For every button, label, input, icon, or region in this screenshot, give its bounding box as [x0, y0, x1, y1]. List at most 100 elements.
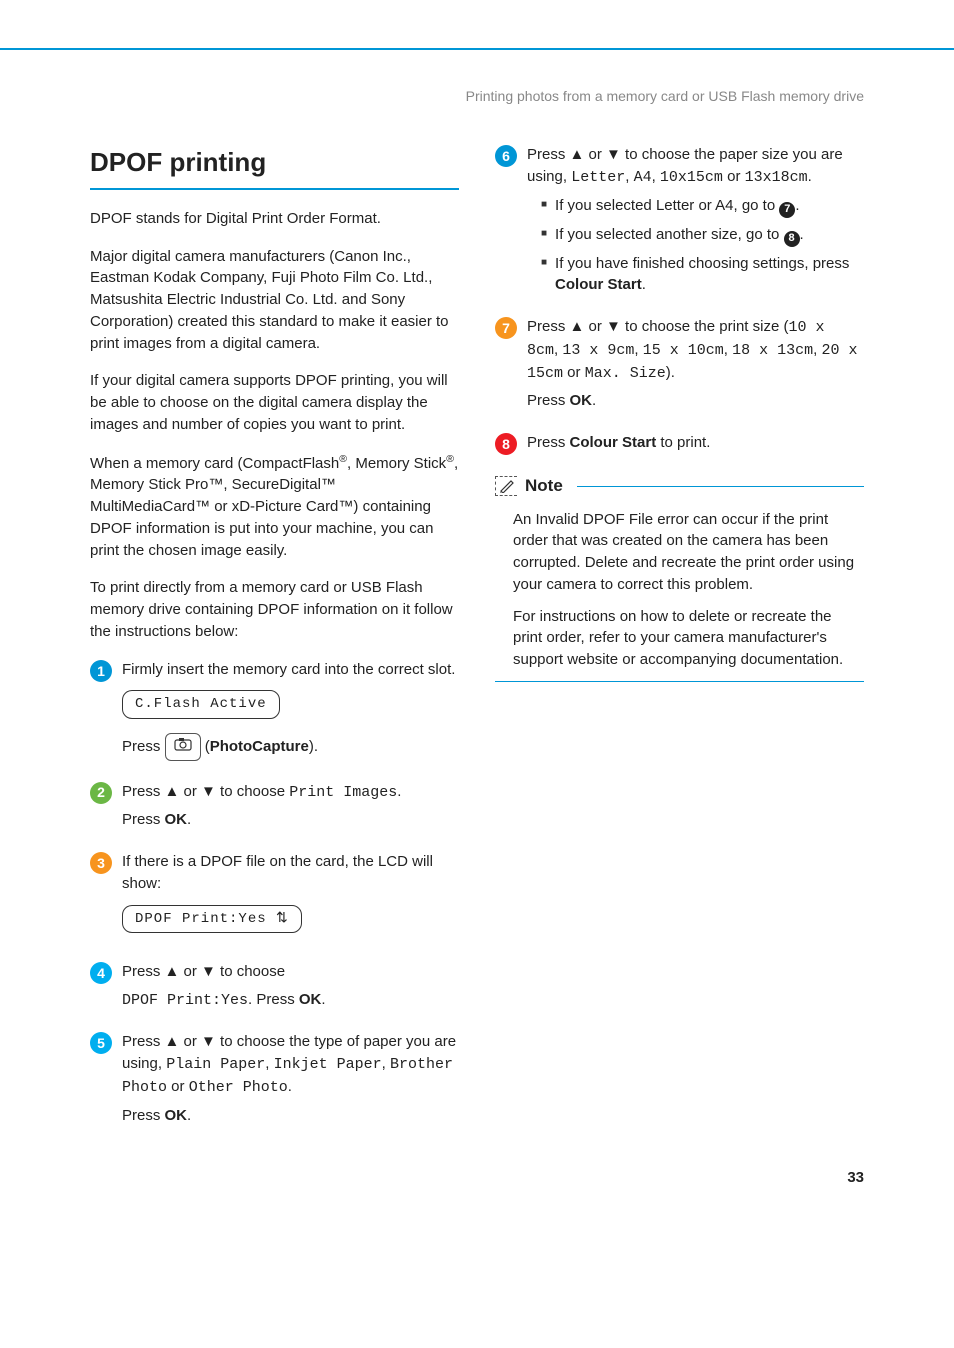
ok-label: OK — [165, 811, 188, 828]
bullet-1: If you selected Letter or A4, go to 7. — [541, 195, 864, 218]
b1-post: . — [795, 197, 799, 214]
note-title-rule — [577, 486, 864, 487]
step-badge-8: 8 — [495, 433, 517, 455]
ok-label: OK — [570, 392, 593, 409]
s5-m4: Other Photo — [189, 1079, 288, 1096]
note-title: Note — [525, 474, 563, 499]
intro-p3: If your digital camera supports DPOF pri… — [90, 370, 459, 435]
s6-or: or — [723, 168, 745, 185]
s6-end: . — [808, 168, 812, 185]
step-8: 8 Press Colour Start to print. — [495, 432, 864, 460]
s5-c1: , — [265, 1055, 273, 1072]
step-badge-6: 6 — [495, 145, 517, 167]
ref-badge-7: 7 — [779, 202, 795, 218]
s4-post: . Press — [248, 991, 299, 1008]
b2-pre: If you selected another size, go to — [555, 226, 783, 243]
bullet-2: If you selected another size, go to 8. — [541, 224, 864, 247]
s7-m2: 13 x 9cm — [562, 342, 634, 359]
s5-press: Press — [122, 1107, 165, 1124]
step-1-text: Firmly insert the memory card into the c… — [122, 659, 459, 681]
bullet-1-text: If you selected Letter or A4, go to 7. — [555, 195, 799, 218]
step-5-press: Press OK. — [122, 1105, 459, 1127]
step-badge-2: 2 — [90, 782, 112, 804]
s2-post: . — [397, 783, 401, 800]
note-p2: For instructions on how to delete or rec… — [513, 606, 864, 671]
b2-post: . — [800, 226, 804, 243]
press-pre: Press — [122, 738, 165, 755]
s7-c3: , — [724, 341, 732, 358]
s2-press: Press — [122, 811, 165, 828]
intro-p2: Major digital camera manufacturers (Cano… — [90, 246, 459, 355]
step-6-body: Press ▲ or ▼ to choose the paper size yo… — [527, 144, 864, 302]
step-5: 5 Press ▲ or ▼ to choose the type of pap… — [90, 1031, 459, 1132]
reg-mark: ® — [339, 453, 347, 465]
bullet-3: If you have finished choosing settings, … — [541, 253, 864, 297]
b1-pre: If you selected Letter or A4, go to — [555, 197, 779, 214]
note-p1: An Invalid DPOF File error can occur if … — [513, 509, 864, 596]
right-column: 6 Press ▲ or ▼ to choose the paper size … — [495, 144, 864, 1146]
step-1-body: Firmly insert the memory card into the c… — [122, 659, 459, 767]
left-column: DPOF printing DPOF stands for Digital Pr… — [90, 144, 459, 1146]
s7-m6: Max. Size — [585, 365, 666, 382]
header-breadcrumb: Printing photos from a memory card or US… — [90, 86, 864, 106]
step-1-press: Press (PhotoCapture). — [122, 733, 459, 761]
note-icon — [495, 476, 517, 496]
s5-dot: . — [187, 1107, 191, 1124]
page-number: 33 — [847, 1167, 864, 1189]
s8-pre: Press — [527, 434, 570, 451]
step-6: 6 Press ▲ or ▼ to choose the paper size … — [495, 144, 864, 302]
photocapture-label: PhotoCapture — [210, 738, 309, 755]
s5-m2: Inkjet Paper — [274, 1056, 382, 1073]
step-6-line1: Press ▲ or ▼ to choose the paper size yo… — [527, 144, 864, 189]
s2-mono: Print Images — [289, 784, 397, 801]
note-bottom-rule — [495, 681, 864, 682]
step-badge-5: 5 — [90, 1032, 112, 1054]
bullet-2-text: If you selected another size, go to 8. — [555, 224, 804, 247]
step-7-press: Press OK. — [527, 390, 864, 412]
bullet-3-text: If you have finished choosing settings, … — [555, 253, 864, 297]
s2-pre: Press ▲ or ▼ to choose — [122, 783, 289, 800]
step-4: 4 Press ▲ or ▼ to choose DPOF Print:Yes.… — [90, 961, 459, 1018]
step-1: 1 Firmly insert the memory card into the… — [90, 659, 459, 767]
intro-p1: DPOF stands for Digital Print Order Form… — [90, 208, 459, 230]
step-5-body: Press ▲ or ▼ to choose the type of paper… — [122, 1031, 459, 1132]
s5-end: . — [288, 1078, 292, 1095]
step-3: 3 If there is a DPOF file on the card, t… — [90, 851, 459, 947]
step-3-text: If there is a DPOF file on the card, the… — [122, 851, 459, 895]
ok-label: OK — [299, 991, 322, 1008]
step-badge-1: 1 — [90, 660, 112, 682]
step-2-body: Press ▲ or ▼ to choose Print Images. Pre… — [122, 781, 459, 838]
step-7-body: Press ▲ or ▼ to choose the print size ( 1… — [527, 316, 864, 418]
s7-m3: 15 x 10cm — [643, 342, 724, 359]
lcd-display: C.Flash Active — [122, 690, 280, 718]
s7-c2: , — [634, 341, 642, 358]
reg-mark: ® — [446, 453, 454, 465]
s8-post: to print. — [656, 434, 710, 451]
step-4-line1: Press ▲ or ▼ to choose — [122, 961, 459, 983]
step-7: 7 Press ▲ or ▼ to choose the print size … — [495, 316, 864, 418]
s6-m3: 10x15cm — [660, 169, 723, 186]
step-5-line1: Press ▲ or ▼ to choose the type of paper… — [122, 1031, 459, 1098]
step-2-line2: Press OK. — [122, 809, 459, 831]
s5-or: or — [167, 1078, 189, 1095]
s2-dot: . — [187, 811, 191, 828]
page: 4 Printing photos from a memory card or … — [0, 50, 954, 1206]
note-header: Note — [495, 474, 864, 499]
s4-end: . — [321, 991, 325, 1008]
intro-p4: When a memory card (CompactFlash®, Memor… — [90, 452, 459, 562]
s5-c2: , — [382, 1055, 390, 1072]
content-columns: DPOF printing DPOF stands for Digital Pr… — [90, 144, 864, 1146]
ref-badge-8: 8 — [784, 231, 800, 247]
step-4-line2: DPOF Print:Yes. Press OK. — [122, 989, 459, 1012]
title-underline — [90, 188, 459, 190]
step-7-line1: Press ▲ or ▼ to choose the print size ( 1… — [527, 316, 864, 384]
s7-pre: Press ▲ or ▼ to choose the print size ( — [527, 318, 788, 335]
s7-or: or — [563, 364, 585, 381]
step-4-body: Press ▲ or ▼ to choose DPOF Print:Yes. P… — [122, 961, 459, 1018]
s7-m4: 18 x 13cm — [732, 342, 813, 359]
step-badge-7: 7 — [495, 317, 517, 339]
colour-start-label: Colour Start — [555, 276, 642, 293]
ok-label: OK — [165, 1107, 188, 1124]
section-title: DPOF printing — [90, 144, 459, 182]
p4-pre: When a memory card (CompactFlash — [90, 455, 339, 472]
